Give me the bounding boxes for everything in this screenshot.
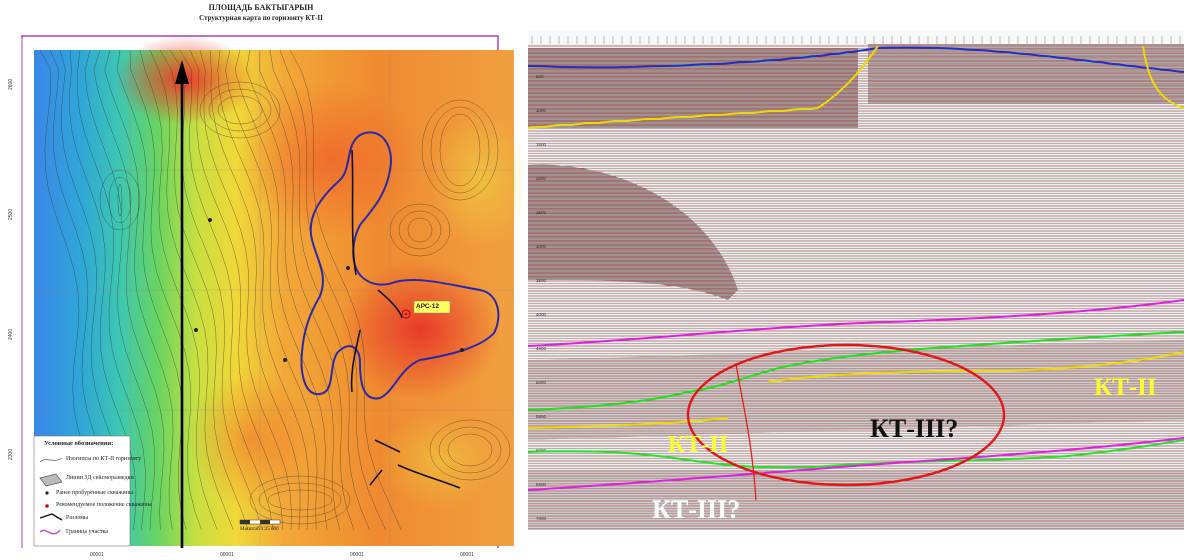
structural-map-panel: ПЛОЩАДЬ БАКТЫГАРЫН Структурная карта по … (0, 0, 522, 560)
trace-header (531, 36, 1181, 44)
seismic-section-image: 500 1000 1500 2000 2500 3000 3500 4000 4500 5000 5… (528, 30, 1184, 530)
well-label: АРС-12 (416, 303, 439, 310)
svg-text:00001: 00001 (460, 552, 474, 558)
horizon-yellow-kt2 (528, 351, 1184, 429)
horizon-yellow-upper (528, 45, 879, 129)
svg-text:4500: 4500 (536, 346, 547, 351)
legend-item-faults: Разломы (66, 515, 89, 521)
label-kt3-bottom: КТ-III? (652, 495, 741, 524)
svg-text:6000: 6000 (536, 448, 547, 453)
legend-item-boundary: Граница участка (66, 529, 109, 535)
svg-text:3500: 3500 (536, 278, 547, 283)
horizon-green (528, 331, 1184, 411)
svg-text:2500: 2500 (8, 209, 14, 220)
map-title: ПЛОЩАДЬ БАКТЫГАРЫН (208, 3, 314, 12)
legend-heading: Условные обозначения: (44, 440, 114, 447)
horizon-blue (528, 46, 1184, 73)
legend-item-proposed-well: Рекомендуемое положение скважины (56, 502, 152, 508)
svg-text:2600: 2600 (8, 79, 14, 90)
svg-text:6500: 6500 (536, 482, 547, 487)
map-subtitle: Структурная карта по горизонту КТ-II (199, 14, 323, 22)
horizon-magenta-lower (528, 437, 1184, 491)
legend-item-old-wells: Ранее пробуренные скважины (56, 490, 133, 496)
svg-text:2000: 2000 (536, 176, 547, 181)
svg-text:4000: 4000 (536, 312, 547, 317)
svg-text:1500: 1500 (536, 142, 547, 147)
seismic-section-panel: 500 1000 1500 2000 2500 3000 3500 4000 4500 5000 5… (528, 0, 1184, 560)
svg-text:500: 500 (536, 74, 544, 79)
legend-item-3d-lines: Линии 3Д сейсморазведки (66, 475, 134, 481)
label-kt2-right: КТ-II (1094, 374, 1157, 401)
svg-text:7000: 7000 (536, 516, 547, 521)
svg-text:5000: 5000 (536, 380, 547, 385)
svg-text:1000: 1000 (536, 108, 547, 113)
anomaly-ellipse (686, 343, 1006, 487)
svg-text:2300: 2300 (8, 449, 14, 460)
svg-text:3000: 3000 (536, 244, 547, 249)
svg-text:00001: 00001 (220, 552, 234, 558)
structural-map-image: 2600 2500 2400 2300 00001 00001 00001 00… (8, 35, 522, 558)
arrow-head-icon (175, 60, 189, 84)
legend-item-contours: Изогипсы по КТ-II горизонту (66, 456, 142, 462)
svg-text:2500: 2500 (536, 210, 547, 215)
svg-text:00001: 00001 (350, 552, 364, 558)
time-axis: 500 1000 1500 2000 2500 3000 3500 4000 4500 5000 5… (536, 74, 547, 521)
scale-label: Масштаб 1:25 000 (240, 527, 279, 532)
svg-text:2400: 2400 (8, 329, 14, 340)
label-kt2-left: КТ-II (668, 432, 729, 458)
fault-lines (350, 149, 461, 489)
svg-text:5500: 5500 (536, 414, 547, 419)
label-kt3-center: КТ-III? (870, 414, 959, 443)
svg-text:00001: 00001 (90, 552, 104, 558)
section-fault (735, 363, 757, 501)
horizon-magenta-upper (528, 299, 1184, 347)
